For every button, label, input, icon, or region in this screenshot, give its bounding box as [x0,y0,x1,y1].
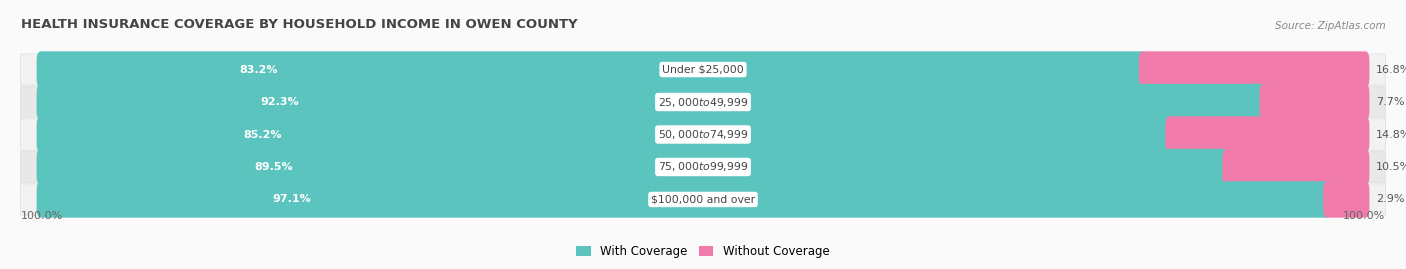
Text: 83.2%: 83.2% [239,65,277,75]
FancyBboxPatch shape [1323,181,1369,218]
Legend: With Coverage, Without Coverage: With Coverage, Without Coverage [572,240,834,263]
Text: 2.9%: 2.9% [1376,194,1405,204]
FancyBboxPatch shape [1222,149,1369,185]
FancyBboxPatch shape [21,54,1385,85]
FancyBboxPatch shape [37,116,1174,153]
Text: 100.0%: 100.0% [1343,211,1385,221]
Text: $25,000 to $49,999: $25,000 to $49,999 [658,95,748,108]
Text: 7.7%: 7.7% [1376,97,1405,107]
Text: 100.0%: 100.0% [21,211,63,221]
Text: $100,000 and over: $100,000 and over [651,194,755,204]
FancyBboxPatch shape [21,86,1385,118]
FancyBboxPatch shape [37,181,1331,218]
Text: 89.5%: 89.5% [254,162,292,172]
FancyBboxPatch shape [37,149,1230,185]
Text: Under $25,000: Under $25,000 [662,65,744,75]
Text: 16.8%: 16.8% [1376,65,1406,75]
FancyBboxPatch shape [37,51,1147,88]
Text: HEALTH INSURANCE COVERAGE BY HOUSEHOLD INCOME IN OWEN COUNTY: HEALTH INSURANCE COVERAGE BY HOUSEHOLD I… [21,17,578,31]
Text: 97.1%: 97.1% [273,194,311,204]
FancyBboxPatch shape [21,119,1385,150]
Text: $50,000 to $74,999: $50,000 to $74,999 [658,128,748,141]
Text: 85.2%: 85.2% [243,129,283,140]
FancyBboxPatch shape [1139,51,1369,88]
Text: 10.5%: 10.5% [1376,162,1406,172]
Text: $75,000 to $99,999: $75,000 to $99,999 [658,161,748,174]
Text: 14.8%: 14.8% [1376,129,1406,140]
Text: Source: ZipAtlas.com: Source: ZipAtlas.com [1275,20,1385,31]
Text: 92.3%: 92.3% [260,97,299,107]
FancyBboxPatch shape [21,184,1385,215]
FancyBboxPatch shape [1260,84,1369,120]
FancyBboxPatch shape [37,84,1267,120]
FancyBboxPatch shape [1166,116,1369,153]
FancyBboxPatch shape [21,151,1385,183]
